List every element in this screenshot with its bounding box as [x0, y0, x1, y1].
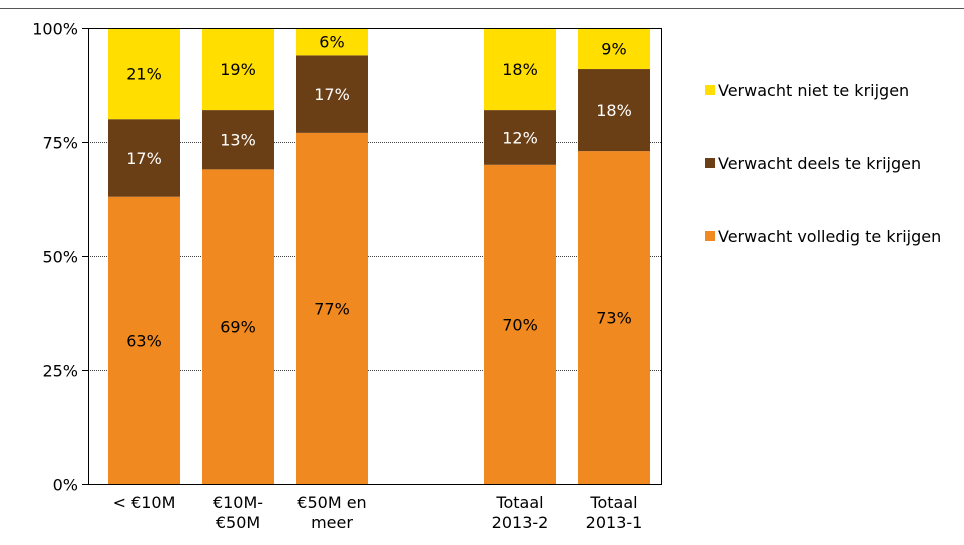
- legend: Verwacht niet te krijgen Verwacht deels t…: [705, 81, 941, 246]
- data-label: 9%: [601, 40, 626, 59]
- bar-segment: [108, 196, 180, 484]
- category-label: Totaal: [495, 493, 543, 512]
- category-label: meer: [311, 513, 353, 532]
- bar-segment: [202, 169, 274, 485]
- bar-segment: [296, 28, 368, 56]
- data-label: 77%: [314, 299, 350, 318]
- bar-segment: [202, 28, 274, 111]
- legend-swatch: [705, 231, 715, 241]
- bar-segment: [296, 132, 368, 484]
- category-label: 2013-2: [492, 513, 549, 532]
- legend-swatch: [705, 85, 715, 95]
- plot-frame: [88, 28, 662, 485]
- bar-segment: [108, 119, 180, 197]
- y-tick-label: 100%: [32, 20, 78, 39]
- data-label: 70%: [502, 315, 538, 334]
- legend-label: Verwacht deels te krijgen: [718, 154, 921, 173]
- bar-segment: [578, 151, 650, 484]
- bar-segment: [484, 28, 556, 111]
- data-label: 63%: [126, 331, 162, 350]
- category-label: €10M-: [213, 493, 263, 512]
- bar-segment: [202, 110, 274, 170]
- category-label: 2013-1: [586, 513, 643, 532]
- category-label: €50M en: [297, 493, 366, 512]
- data-label: 17%: [314, 85, 350, 104]
- data-label: 21%: [126, 65, 162, 84]
- data-label: 12%: [502, 128, 538, 147]
- y-tick-label: 75%: [42, 134, 78, 153]
- legend-label: Verwacht volledig te krijgen: [718, 227, 941, 246]
- y-tick-label: 50%: [42, 248, 78, 267]
- data-label: 73%: [596, 309, 632, 328]
- bars: 63% 17% 21% 69% 13% 19% 77% 17% 6% 70% 12% 18% 73% 18…: [108, 28, 650, 485]
- category-label: < €10M: [113, 493, 176, 512]
- category-label: Totaal: [589, 493, 637, 512]
- bar-segment: [484, 110, 556, 165]
- axes: 0% 25% 50% 75% 100% < €10M €10M-€50M €50M enmee…: [32, 20, 662, 532]
- bar-segment: [296, 55, 368, 133]
- data-label: 18%: [596, 101, 632, 120]
- y-tick-label: 0%: [53, 476, 78, 495]
- bar-segment: [578, 28, 650, 70]
- data-label: 6%: [319, 33, 344, 52]
- data-label: 69%: [220, 318, 256, 337]
- y-tick-label: 25%: [42, 362, 78, 381]
- category-label: €50M: [216, 513, 260, 532]
- bar-segment: [484, 164, 556, 485]
- legend-label: Verwacht niet te krijgen: [718, 81, 909, 100]
- bar-segment: [578, 69, 650, 152]
- data-label: 13%: [220, 131, 256, 150]
- data-label: 18%: [502, 60, 538, 79]
- data-label: 17%: [126, 149, 162, 168]
- legend-swatch: [705, 158, 715, 168]
- bar-segment: [108, 28, 180, 120]
- data-label: 19%: [220, 60, 256, 79]
